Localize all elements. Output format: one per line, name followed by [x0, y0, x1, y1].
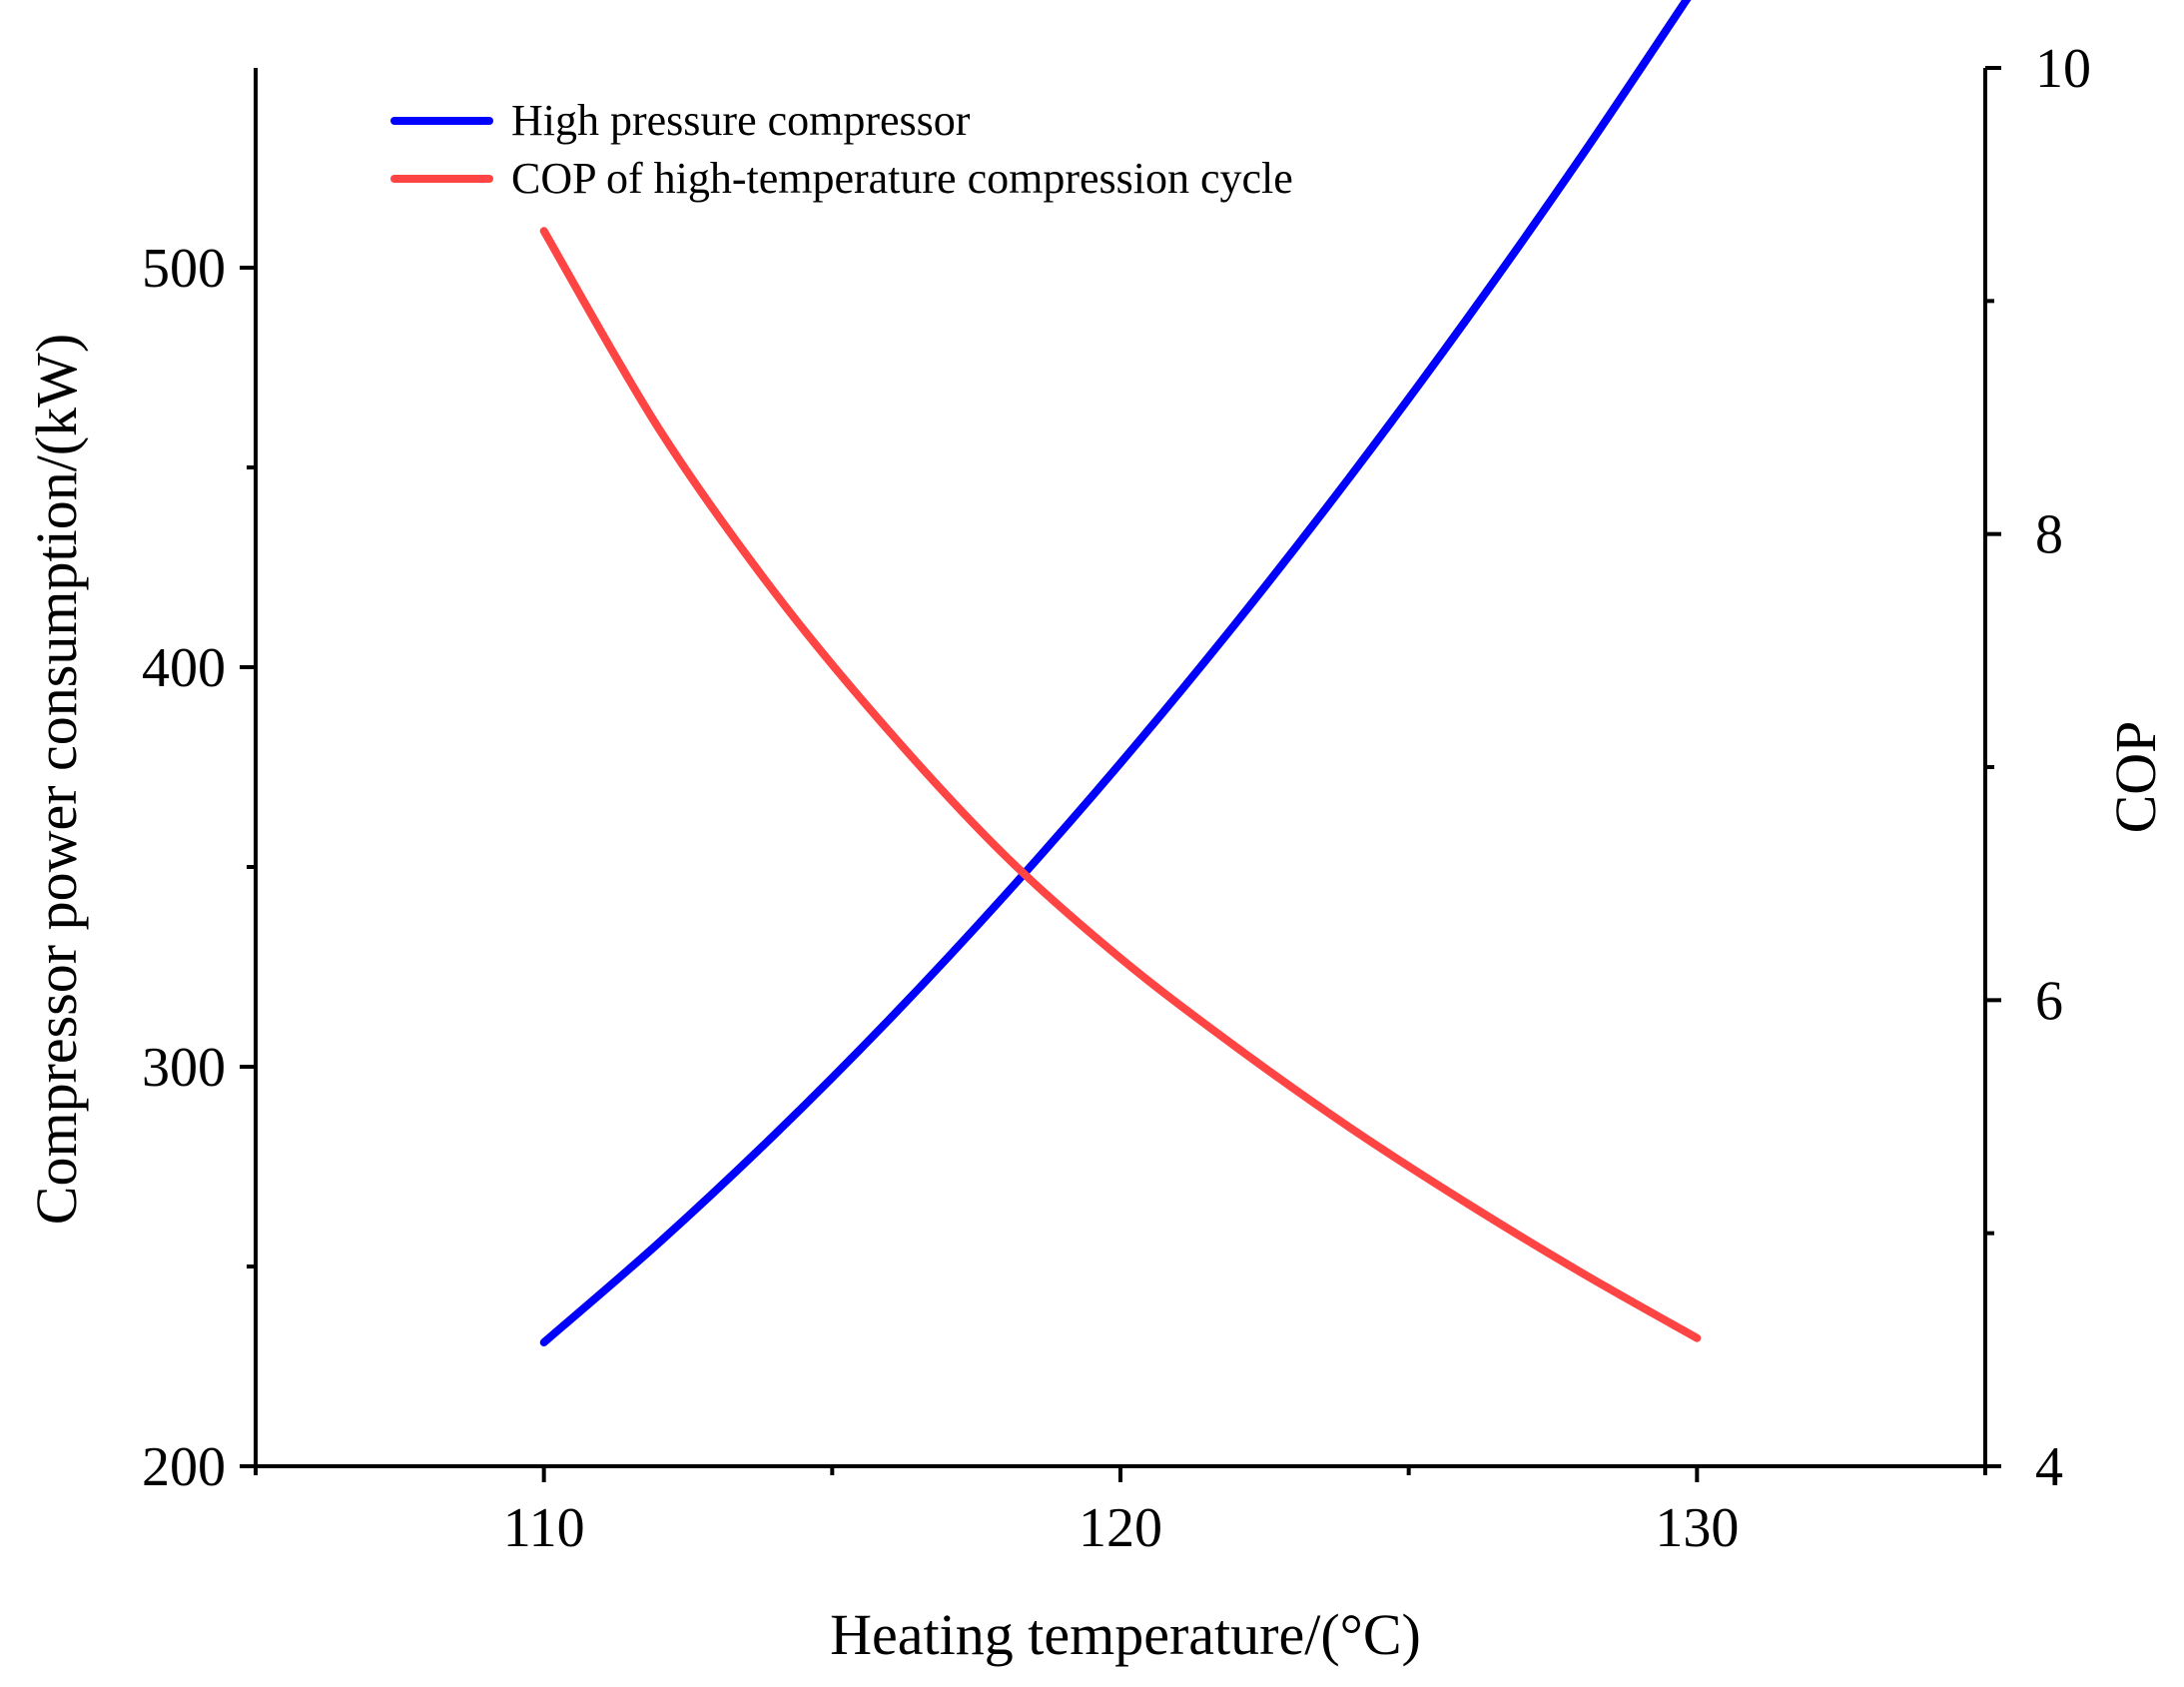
y2-tick-label: 4 — [2035, 1436, 2063, 1498]
axes-layer: 110 120 130 200 300 400 500 4 6 8 10 — [142, 38, 2091, 1559]
series-line-high-pressure-compressor — [539, 0, 1692, 1346]
y2-axis-title: COP — [2103, 721, 2168, 834]
series-line-cop — [539, 227, 1702, 1342]
legend-label: COP of high-temperature compression cycl… — [511, 154, 1293, 203]
y2-tick-label: 8 — [2035, 504, 2063, 566]
y-tick-label: 300 — [142, 1037, 226, 1099]
x-tick-label: 130 — [1655, 1497, 1739, 1559]
legend: High pressure compressor COP of high-temp… — [390, 96, 1293, 203]
y-axis-title: Compressor power consumption/(kW) — [24, 334, 89, 1225]
legend-label: High pressure compressor — [511, 96, 971, 145]
y-tick-label: 200 — [142, 1436, 226, 1498]
y-tick-label: 500 — [142, 238, 226, 300]
x-tick-label: 120 — [1079, 1497, 1162, 1559]
y2-tick-label: 10 — [2035, 38, 2091, 100]
y2-tick-label: 6 — [2035, 970, 2063, 1032]
series-layer — [539, 0, 1702, 1346]
x-tick-label: 110 — [503, 1497, 585, 1559]
x-axis-title: Heating temperature/(°C) — [830, 1602, 1421, 1667]
y-tick-label: 400 — [142, 637, 226, 699]
